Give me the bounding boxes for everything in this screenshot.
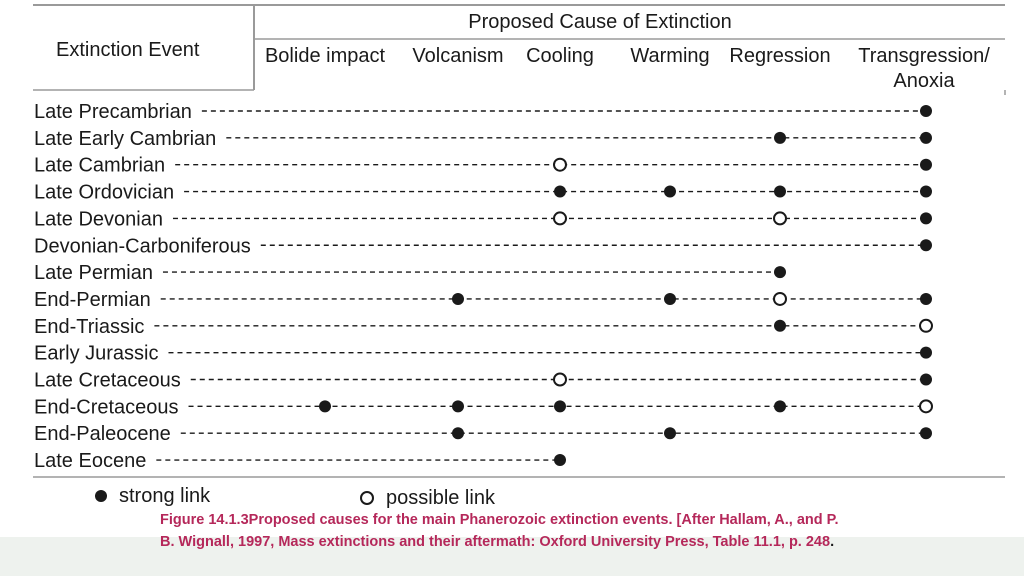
event-row: Late Permian bbox=[34, 262, 786, 284]
event-column-header: Extinction Event bbox=[56, 39, 200, 61]
strong-link-marker bbox=[774, 131, 786, 144]
legend-possible-label: possible link bbox=[386, 487, 496, 509]
event-label: End-Cretaceous bbox=[34, 396, 179, 418]
strong-link-marker bbox=[920, 427, 932, 440]
possible-link-marker bbox=[919, 318, 933, 333]
strong-link-marker bbox=[774, 400, 786, 413]
event-row: Devonian-Carboniferous bbox=[34, 235, 932, 257]
cause-header-5: Transgression/ bbox=[858, 45, 990, 67]
strong-link-marker bbox=[554, 400, 566, 413]
strong-link-marker bbox=[664, 427, 676, 440]
strong-link-marker bbox=[920, 212, 932, 225]
bottom-band bbox=[0, 537, 1024, 576]
possible-link-marker bbox=[553, 372, 567, 387]
cause-header-4: Regression bbox=[729, 45, 830, 67]
event-label: Late Eocene bbox=[34, 450, 146, 472]
event-label: Late Early Cambrian bbox=[34, 128, 216, 150]
cause-header-1: Volcanism bbox=[412, 45, 503, 67]
possible-link-marker bbox=[773, 291, 787, 306]
strong-link-marker bbox=[920, 131, 932, 144]
event-label: Late Cretaceous bbox=[34, 370, 181, 392]
event-label: Late Permian bbox=[34, 262, 153, 284]
legend: strong link possible link bbox=[95, 485, 496, 509]
cause-header-2: Cooling bbox=[526, 45, 594, 67]
event-label: End-Permian bbox=[34, 289, 151, 311]
cause-header-5-line2: Anoxia bbox=[893, 70, 955, 92]
strong-link-marker bbox=[920, 239, 932, 252]
event-row: End-Paleocene bbox=[34, 423, 932, 445]
possible-link-marker bbox=[773, 211, 787, 226]
event-row: Early Jurassic bbox=[34, 343, 932, 365]
strong-link-marker bbox=[452, 427, 464, 440]
possible-link-marker bbox=[553, 211, 567, 226]
event-label: End-Paleocene bbox=[34, 423, 171, 445]
event-row: End-Cretaceous bbox=[34, 396, 933, 418]
table-frame bbox=[33, 4, 1006, 478]
strong-link-marker bbox=[664, 292, 676, 305]
event-label: Early Jurassic bbox=[34, 343, 158, 365]
event-row: Late Ordovician bbox=[34, 182, 932, 204]
strong-link-marker bbox=[920, 292, 932, 305]
event-label: Late Devonian bbox=[34, 208, 163, 230]
event-row: Late Eocene bbox=[34, 450, 566, 472]
event-row: Late Precambrian bbox=[34, 101, 932, 123]
strong-link-marker bbox=[554, 185, 566, 198]
event-label: Late Ordovician bbox=[34, 182, 174, 204]
strong-link-marker bbox=[774, 266, 786, 279]
legend-strong-marker bbox=[95, 490, 107, 502]
cause-headers: Bolide impact Volcanism Cooling Warming Regr… bbox=[265, 45, 990, 92]
event-label: Late Cambrian bbox=[34, 155, 165, 177]
possible-link-marker bbox=[919, 399, 933, 414]
strong-link-marker bbox=[920, 373, 932, 386]
cause-header-0: Bolide impact bbox=[265, 45, 386, 67]
strong-link-marker bbox=[452, 292, 464, 305]
event-row: Late Cambrian bbox=[34, 155, 932, 177]
cause-group-title: Proposed Cause of Extinction bbox=[468, 11, 732, 33]
event-label: Devonian-Carboniferous bbox=[34, 235, 251, 257]
possible-link-marker bbox=[553, 157, 567, 172]
strong-link-marker bbox=[774, 319, 786, 332]
strong-link-marker bbox=[664, 185, 676, 198]
strong-link-marker bbox=[920, 185, 932, 198]
event-row: Late Cretaceous bbox=[34, 370, 932, 392]
event-row: Late Early Cambrian bbox=[34, 128, 932, 150]
strong-link-marker bbox=[774, 185, 786, 198]
event-label: Late Precambrian bbox=[34, 101, 192, 123]
cause-header-3: Warming bbox=[630, 45, 709, 67]
legend-strong-label: strong link bbox=[119, 485, 211, 507]
strong-link-marker bbox=[920, 105, 932, 117]
event-row: End-Triassic bbox=[34, 316, 933, 338]
figure-caption: Figure 14.1.3Proposed causes for the mai… bbox=[160, 509, 840, 553]
event-label: End-Triassic bbox=[34, 316, 144, 338]
caption-text: Figure 14.1.3Proposed causes for the mai… bbox=[160, 512, 839, 550]
strong-link-marker bbox=[452, 400, 464, 413]
caption-end: . bbox=[830, 534, 835, 550]
event-row: Late Devonian bbox=[34, 208, 932, 230]
strong-link-marker bbox=[920, 346, 932, 359]
strong-link-marker bbox=[920, 158, 932, 171]
strong-link-marker bbox=[319, 400, 331, 413]
legend-possible-marker bbox=[360, 491, 374, 505]
strong-link-marker bbox=[554, 454, 566, 467]
event-rows: Late Precambrian Late Early Cambrian Late … bbox=[34, 101, 933, 472]
event-row: End-Permian bbox=[34, 289, 932, 311]
